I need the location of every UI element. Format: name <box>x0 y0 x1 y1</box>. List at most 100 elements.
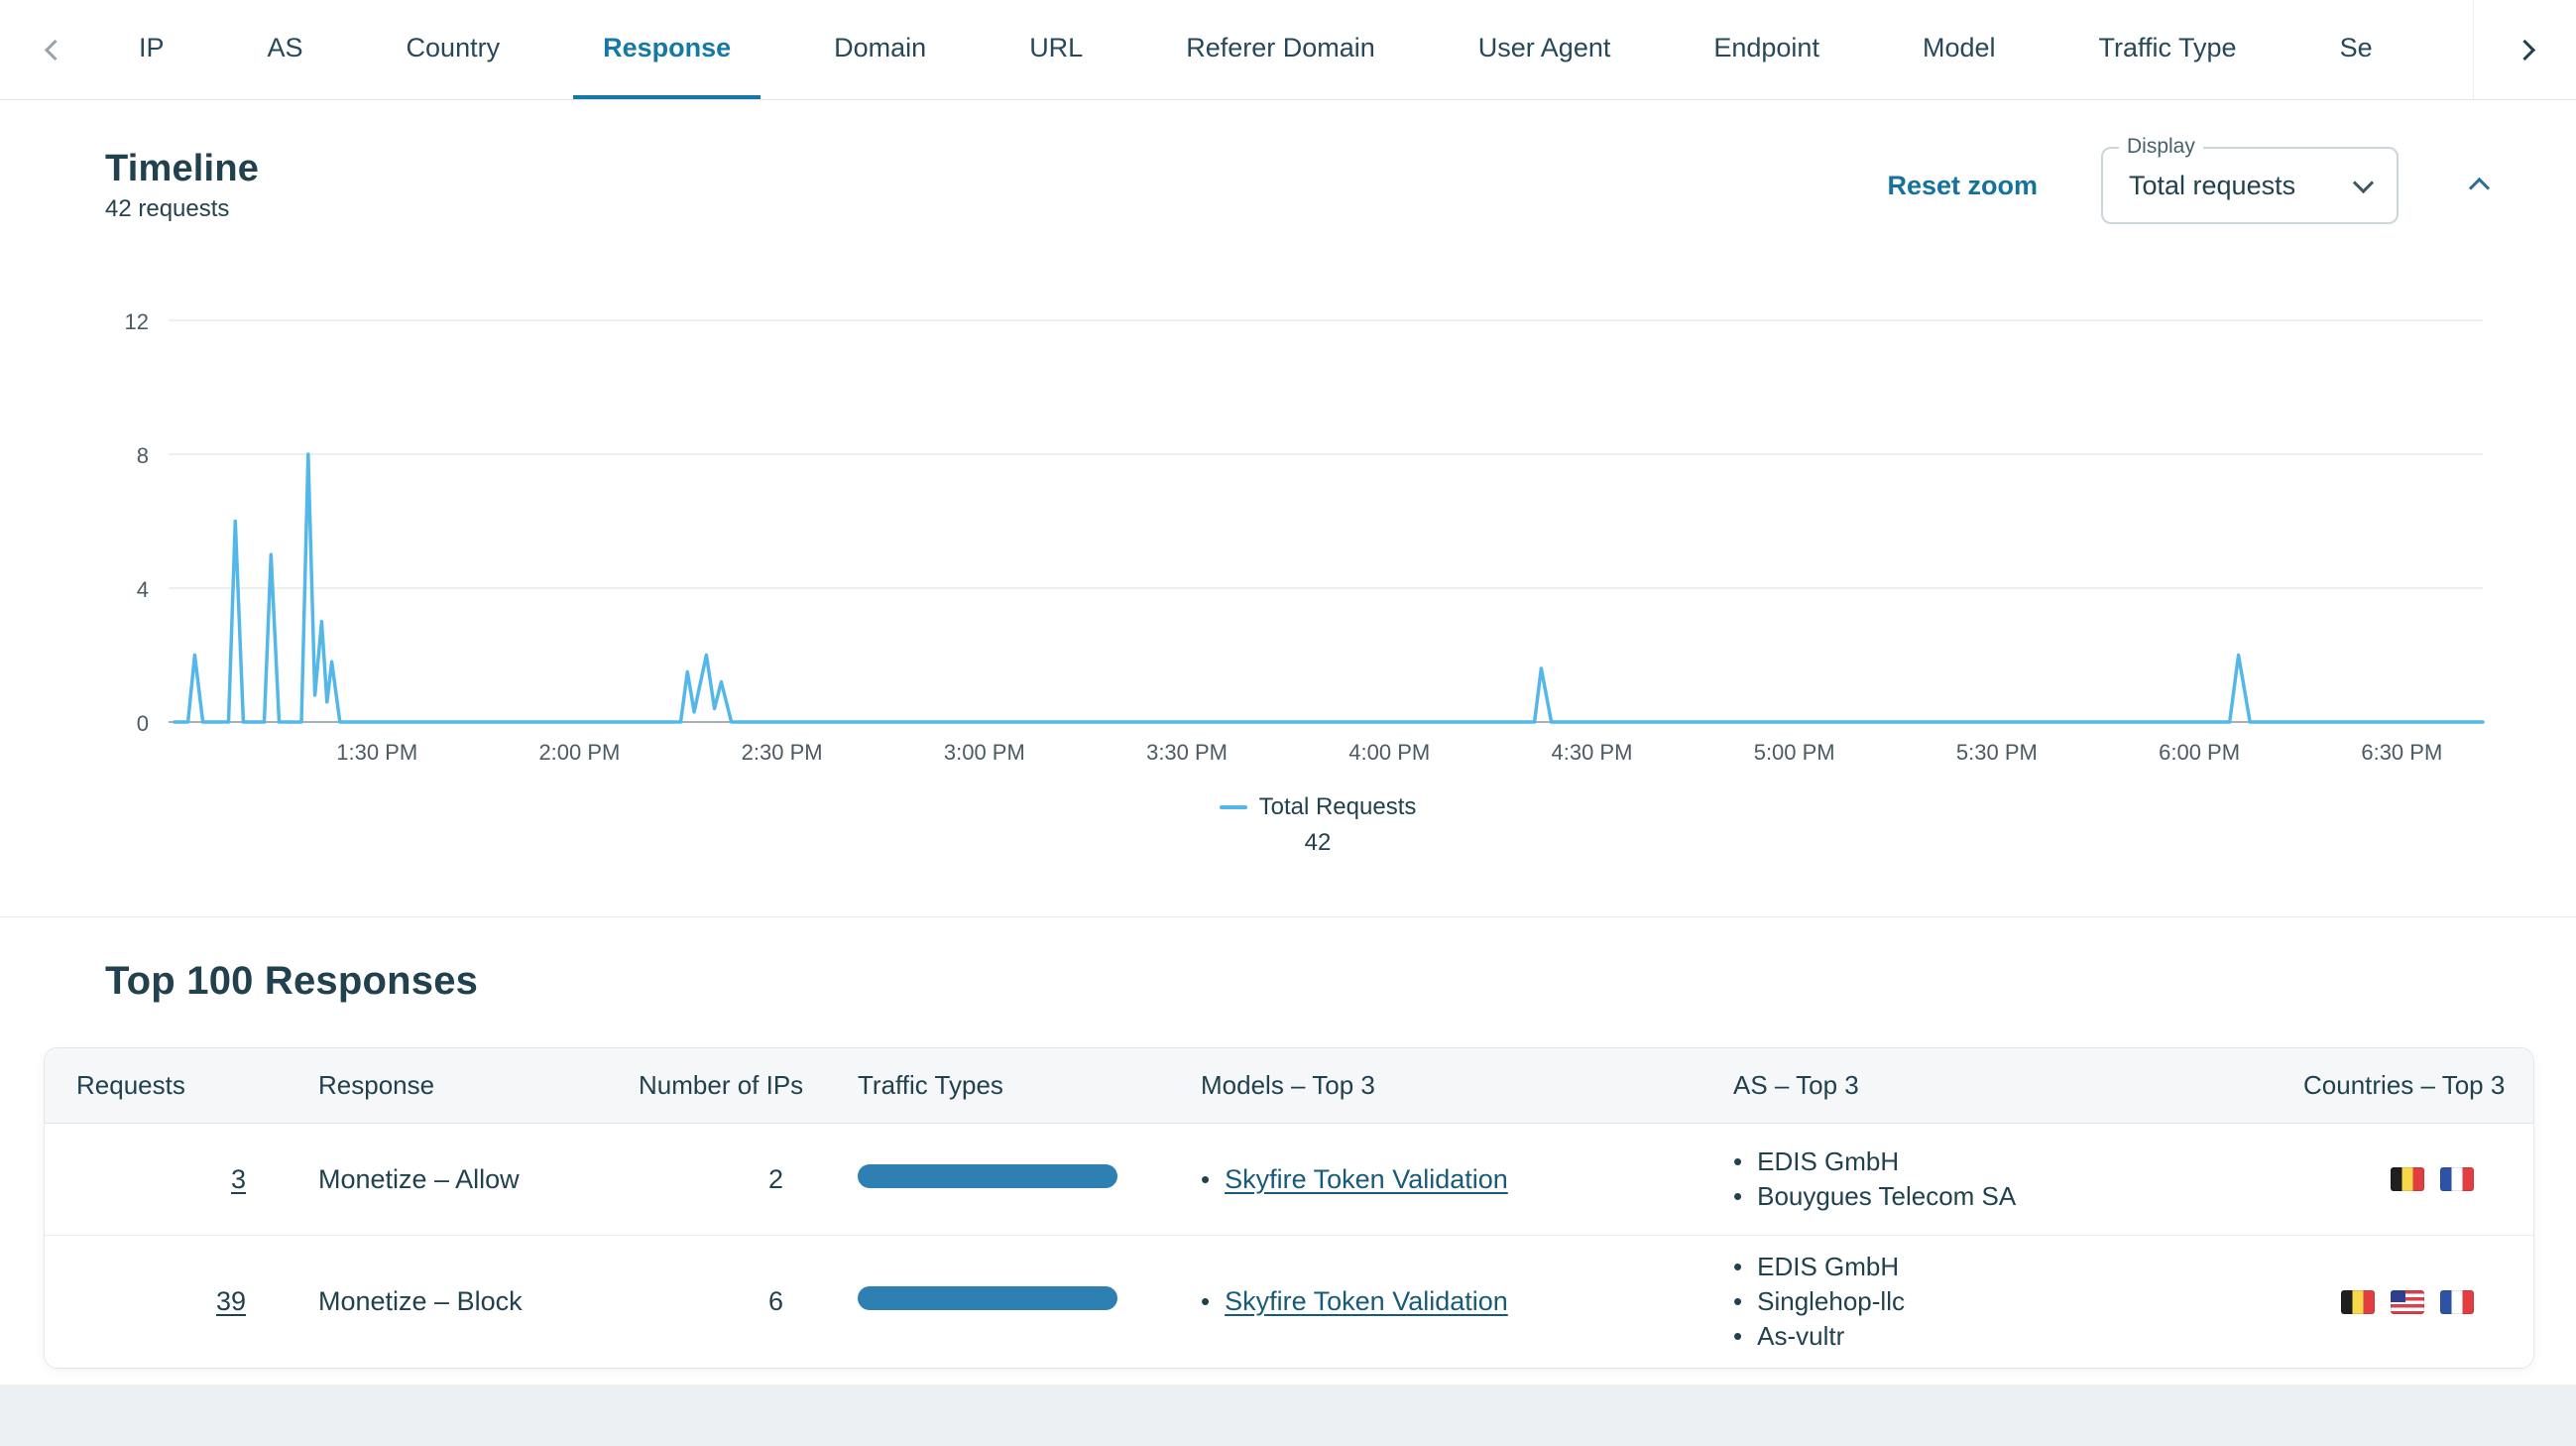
as-name: Singlehop-llc <box>1757 1286 1905 1316</box>
timeline-controls: Reset zoom Display Total requests <box>1887 135 2497 224</box>
column-header-as-top-3: AS – Top 3 <box>1733 1070 1859 1100</box>
tab-as[interactable]: AS <box>267 32 303 62</box>
table-row: 39 Monetize – Block 6 • Skyfire Token Valida… <box>45 1235 2533 1368</box>
reset-zoom-button[interactable]: Reset zoom <box>1887 170 2038 200</box>
as-item: • Singlehop-llc <box>1733 1284 2266 1319</box>
chevron-right-icon <box>2514 39 2536 60</box>
timeline-title-block: Timeline 42 requests <box>105 148 259 223</box>
response-label: Monetize – Block <box>318 1286 523 1316</box>
responses-section: Top 100 Responses Requests Response Number… <box>0 917 2576 1369</box>
model-link[interactable]: Skyfire Token Validation <box>1225 1163 1508 1194</box>
models-cell: • Skyfire Token Validation <box>1170 1162 1700 1197</box>
legend-label: Total Requests <box>1258 793 1417 820</box>
response-label: Monetize – Allow <box>318 1163 520 1194</box>
as-cell: • EDIS GmbH • Bouygues Telecom SA <box>1700 1145 2266 1214</box>
x-axis-tick: 2:00 PM <box>538 740 620 765</box>
tab-domain[interactable]: Domain <box>834 32 927 62</box>
display-select[interactable]: Display Total requests <box>2101 135 2399 224</box>
as-name: As-vultr <box>1757 1321 1845 1351</box>
as-name: Bouygues Telecom SA <box>1757 1181 2017 1211</box>
tab-se[interactable]: Se <box>2339 32 2373 62</box>
timeline-section: Timeline 42 requests Reset zoom Display … <box>0 100 2576 917</box>
x-axis-tick: 5:30 PM <box>1956 740 2038 765</box>
tab-referer-domain[interactable]: Referer Domain <box>1186 32 1375 62</box>
analytics-page: IP AS Country Response Domain URL Referer Doma… <box>0 0 2576 1385</box>
tab-model[interactable]: Model <box>1922 32 1996 62</box>
chevron-down-icon <box>2352 172 2375 193</box>
timeline-chart-svg[interactable]: 0 4 8 12 1:30 PM 2:00 PM 2:30 PM 3:00 PM 3:30 PM… <box>0 290 2576 785</box>
x-axis-tick: 6:30 PM <box>2361 740 2442 765</box>
requests-cell: 3 <box>45 1164 258 1195</box>
as-name: EDIS GmbH <box>1757 1146 1900 1176</box>
x-axis-tick: 1:30 PM <box>336 740 417 765</box>
column-header-models-top-3: Models – Top 3 <box>1201 1070 1375 1100</box>
bullet-icon: • <box>1733 1252 1743 1281</box>
responses-table-header: Requests Response Number of IPs Traffic Typ… <box>45 1048 2533 1124</box>
as-name: EDIS GmbH <box>1757 1252 1900 1281</box>
x-axis-tick: 4:30 PM <box>1552 740 1633 765</box>
timeline-header: Timeline 42 requests Reset zoom Display … <box>0 135 2576 235</box>
chart-legend: Total Requests 42 <box>30 793 2576 857</box>
as-item: • EDIS GmbH <box>1733 1250 2266 1284</box>
column-header-requests: Requests <box>76 1070 185 1100</box>
display-select-label: Display <box>2119 135 2203 159</box>
countries-cell <box>2266 1167 2533 1191</box>
as-item: • Bouygues Telecom SA <box>1733 1179 2266 1214</box>
y-axis-tick: 0 <box>137 711 149 736</box>
as-item: • EDIS GmbH <box>1733 1145 2266 1179</box>
responses-table: Requests Response Number of IPs Traffic Typ… <box>44 1047 2534 1369</box>
bullet-icon: • <box>1733 1181 1743 1211</box>
column-header-countries-top-3: Countries – Top 3 <box>2303 1070 2506 1100</box>
responses-table-body: 3 Monetize – Allow 2 • Skyfire Token Validat… <box>45 1124 2533 1368</box>
bullet-icon: • <box>1201 1286 1211 1316</box>
collapse-section-button[interactable] <box>2462 167 2497 204</box>
traffic-type-bar[interactable] <box>858 1163 1117 1188</box>
column-header-number-of-ips: Number of IPs <box>639 1070 804 1100</box>
country-flag-us <box>2391 1289 2424 1314</box>
traffic-types-cell <box>828 1286 1170 1317</box>
x-axis-tick: 3:30 PM <box>1146 740 1228 765</box>
responses-title: Top 100 Responses <box>105 959 479 1003</box>
requests-cell: 39 <box>45 1286 258 1317</box>
ip-count: 6 <box>767 1286 783 1316</box>
country-flag-be <box>2391 1167 2424 1191</box>
column-header-traffic-types: Traffic Types <box>858 1070 1003 1100</box>
traffic-type-bar[interactable] <box>858 1286 1117 1310</box>
model-link[interactable]: Skyfire Token Validation <box>1225 1286 1508 1316</box>
country-flag-fr <box>2440 1167 2474 1191</box>
tab-ip[interactable]: IP <box>139 32 165 62</box>
country-flag-fr <box>2440 1289 2474 1314</box>
x-axis-tick: 4:00 PM <box>1348 740 1430 765</box>
model-item: • Skyfire Token Validation <box>1201 1284 1700 1319</box>
bullet-icon: • <box>1733 1286 1743 1316</box>
requests-count-link[interactable]: 39 <box>215 1286 246 1316</box>
y-axis-tick: 12 <box>125 309 149 334</box>
tab-endpoint[interactable]: Endpoint <box>1713 32 1819 62</box>
bullet-icon: • <box>1733 1321 1743 1351</box>
models-cell: • Skyfire Token Validation <box>1170 1284 1700 1319</box>
x-axis-tick: 2:30 PM <box>742 740 823 765</box>
chevron-left-icon <box>44 39 65 60</box>
column-header-response: Response <box>318 1070 435 1100</box>
chevron-up-icon <box>2468 177 2491 199</box>
countries-cell <box>2266 1289 2533 1314</box>
requests-count-link[interactable]: 3 <box>230 1163 246 1194</box>
ip-count: 2 <box>767 1163 783 1194</box>
tab-bar-tabs: IP AS Country Response Domain URL Referer Doma… <box>109 0 2576 99</box>
tab-traffic-type[interactable]: Traffic Type <box>2098 32 2237 62</box>
as-cell: • EDIS GmbH • Singlehop-llc • As-vultr <box>1700 1250 2266 1354</box>
tab-country[interactable]: Country <box>406 32 501 62</box>
tabs-scroll-right-button[interactable] <box>2473 0 2576 99</box>
x-axis-tick: 6:00 PM <box>2159 740 2240 765</box>
traffic-types-cell <box>828 1163 1170 1195</box>
timeline-title: Timeline <box>105 148 260 189</box>
timeline-subtitle: 42 requests <box>105 195 230 222</box>
as-item: • As-vultr <box>1733 1319 2266 1354</box>
tab-response[interactable]: Response <box>573 0 761 99</box>
tab-user-agent[interactable]: User Agent <box>1477 32 1611 62</box>
tabs-scroll-left-button[interactable] <box>0 0 109 99</box>
y-axis-tick: 8 <box>137 443 149 468</box>
table-row: 3 Monetize – Allow 2 • Skyfire Token Validat… <box>45 1124 2533 1235</box>
legend-entry: Total Requests <box>1219 793 1417 821</box>
tab-url[interactable]: URL <box>1029 32 1084 62</box>
